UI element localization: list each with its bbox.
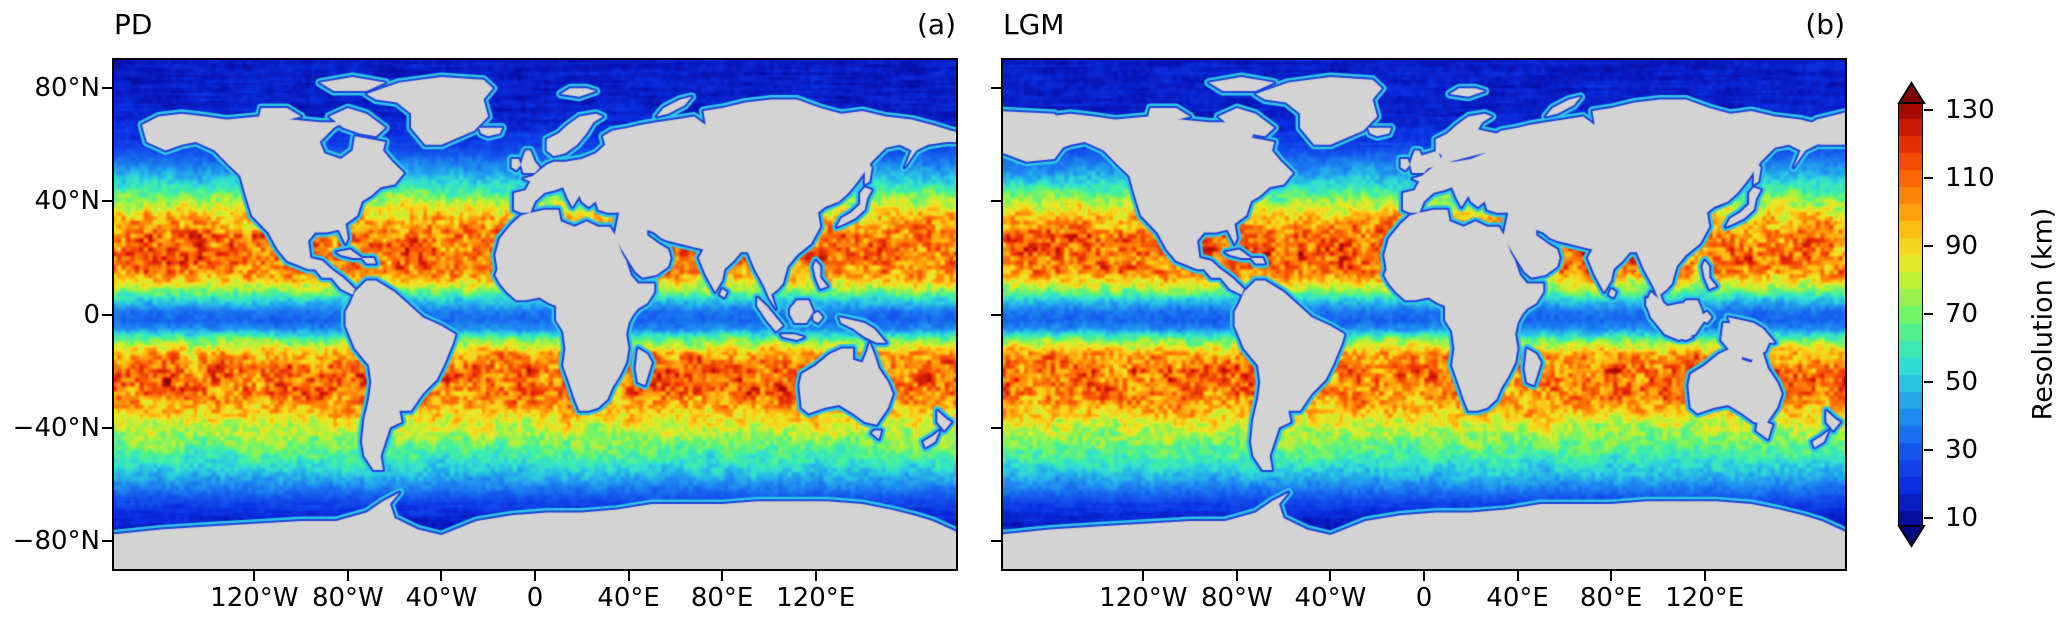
y-tick-mark (102, 313, 112, 316)
panel-b-corner-label: (b) (1805, 8, 1845, 41)
y-tick-mark (102, 426, 112, 429)
colorbar-axis-label: Resolution (km) (2027, 207, 2059, 421)
panel-a-title: PD (114, 8, 153, 41)
x-tick-mark (721, 571, 724, 581)
y-tick-label: −40°N (12, 412, 100, 443)
y-tick-mark (102, 539, 112, 542)
colorbar-tick-mark (1924, 313, 1933, 315)
panel-a-corner-label: (a) (916, 8, 956, 41)
x-tick-mark (1703, 571, 1706, 581)
colorbar-tick-mark (1924, 244, 1933, 247)
x-tick-mark (1329, 571, 1332, 581)
x-tick-label: 120°W (1099, 583, 1188, 613)
y-tick-label: 40°N (34, 186, 100, 217)
x-tick-mark (534, 571, 536, 581)
x-tick-mark (440, 571, 443, 581)
colorbar-tick-label: 50 (1945, 367, 1979, 398)
colorbar-tick-mark (1924, 176, 1933, 179)
x-tick-label: 0 (526, 583, 544, 613)
x-tick-mark (627, 571, 630, 581)
x-tick-label: 40°W (1294, 583, 1367, 613)
colorbar (1898, 103, 1923, 527)
x-tick-label: 80°W (311, 583, 384, 613)
colorbar-tick-mark (1924, 449, 1933, 452)
y-tick-mark (991, 539, 1001, 542)
x-tick-mark (814, 571, 817, 581)
lgm-map-panel (1001, 58, 1847, 571)
x-tick-label: 80°E (1579, 583, 1643, 613)
x-tick-label: 40°W (405, 583, 478, 613)
x-tick-mark (1516, 571, 1519, 581)
y-tick-mark (991, 313, 1001, 316)
x-tick-label: 40°E (597, 583, 660, 613)
colorbar-tick-label: 70 (1945, 299, 1979, 329)
colorbar-tick-label: 90 (1945, 230, 1979, 261)
y-tick-label: 0 (83, 299, 100, 330)
colorbar-canvas (1899, 104, 1922, 526)
pd-map-panel (112, 58, 958, 571)
x-tick-mark (1142, 571, 1145, 581)
y-tick-label: −80°N (12, 525, 100, 556)
colorbar-tick-mark (1924, 108, 1933, 111)
x-tick-mark (1423, 571, 1425, 581)
x-tick-mark (1610, 571, 1613, 581)
colorbar-tick-mark (1924, 381, 1933, 384)
lgm-map-canvas (1003, 60, 1845, 569)
pd-map-canvas (114, 60, 956, 569)
x-tick-label: 120°E (1665, 583, 1745, 613)
x-tick-mark (346, 571, 349, 581)
y-tick-mark (991, 200, 1001, 203)
x-tick-mark (253, 571, 256, 581)
x-tick-label: 80°E (690, 583, 754, 613)
colorbar-tick-mark (1924, 517, 1933, 520)
y-tick-mark (102, 87, 112, 90)
x-tick-label: 40°E (1486, 583, 1549, 613)
panel-b-title: LGM (1003, 8, 1065, 41)
colorbar-tick-label: 30 (1945, 435, 1979, 466)
colorbar-extend-down-arrow (1897, 525, 1926, 548)
x-tick-label: 120°W (210, 583, 299, 613)
x-tick-label: 0 (1415, 583, 1433, 613)
colorbar-tick-label: 10 (1945, 503, 1979, 534)
colorbar-tick-label: 110 (1945, 162, 1995, 193)
x-tick-mark (1235, 571, 1238, 581)
y-tick-mark (991, 87, 1001, 90)
y-tick-mark (991, 426, 1001, 429)
x-tick-label: 80°W (1200, 583, 1273, 613)
x-tick-label: 120°E (776, 583, 856, 613)
y-tick-mark (102, 200, 112, 203)
colorbar-tick-label: 130 (1945, 94, 1995, 125)
colorbar-extend-up-arrow (1897, 81, 1926, 104)
y-tick-label: 80°N (34, 73, 100, 104)
